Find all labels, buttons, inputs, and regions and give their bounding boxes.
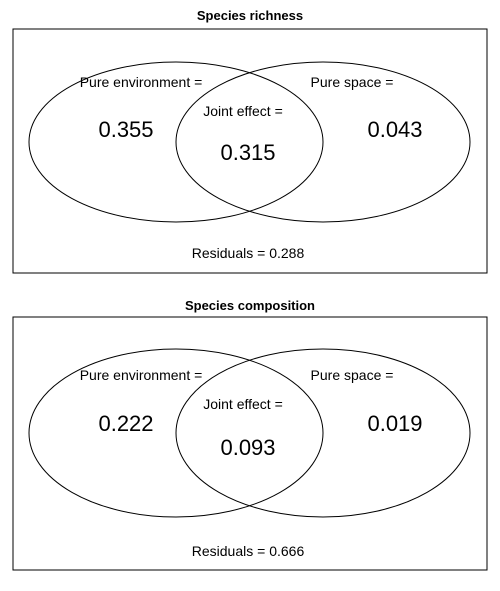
pure-environment-label: Pure environment = xyxy=(80,74,203,90)
panel-title: Species richness xyxy=(197,8,303,23)
joint-effect-label: Joint effect = xyxy=(203,396,283,412)
pure-space-label: Pure space = xyxy=(311,367,394,383)
joint-effect-value: 0.315 xyxy=(220,140,275,165)
pure-space-value: 0.019 xyxy=(367,411,422,436)
panel-frame xyxy=(12,28,488,274)
venn-panel-species-composition: Species composition Pure environment = 0… xyxy=(12,298,488,571)
residuals-label: Residuals = 0.288 xyxy=(192,245,305,261)
pure-space-label: Pure space = xyxy=(311,74,394,90)
space-circle xyxy=(175,61,471,223)
panel-frame xyxy=(12,316,488,571)
venn-panel-species-richness: Species richness Pure environment = 0.35… xyxy=(12,8,488,274)
panel-title: Species composition xyxy=(185,298,315,313)
joint-effect-label: Joint effect = xyxy=(203,103,283,119)
environment-circle xyxy=(28,61,324,223)
residuals-label: Residuals = 0.666 xyxy=(192,543,305,559)
pure-environment-value: 0.355 xyxy=(98,117,153,142)
space-circle xyxy=(175,348,471,518)
pure-environment-value: 0.222 xyxy=(98,411,153,436)
pure-space-value: 0.043 xyxy=(367,117,422,142)
pure-environment-label: Pure environment = xyxy=(80,367,203,383)
joint-effect-value: 0.093 xyxy=(220,435,275,460)
environment-circle xyxy=(28,348,324,518)
